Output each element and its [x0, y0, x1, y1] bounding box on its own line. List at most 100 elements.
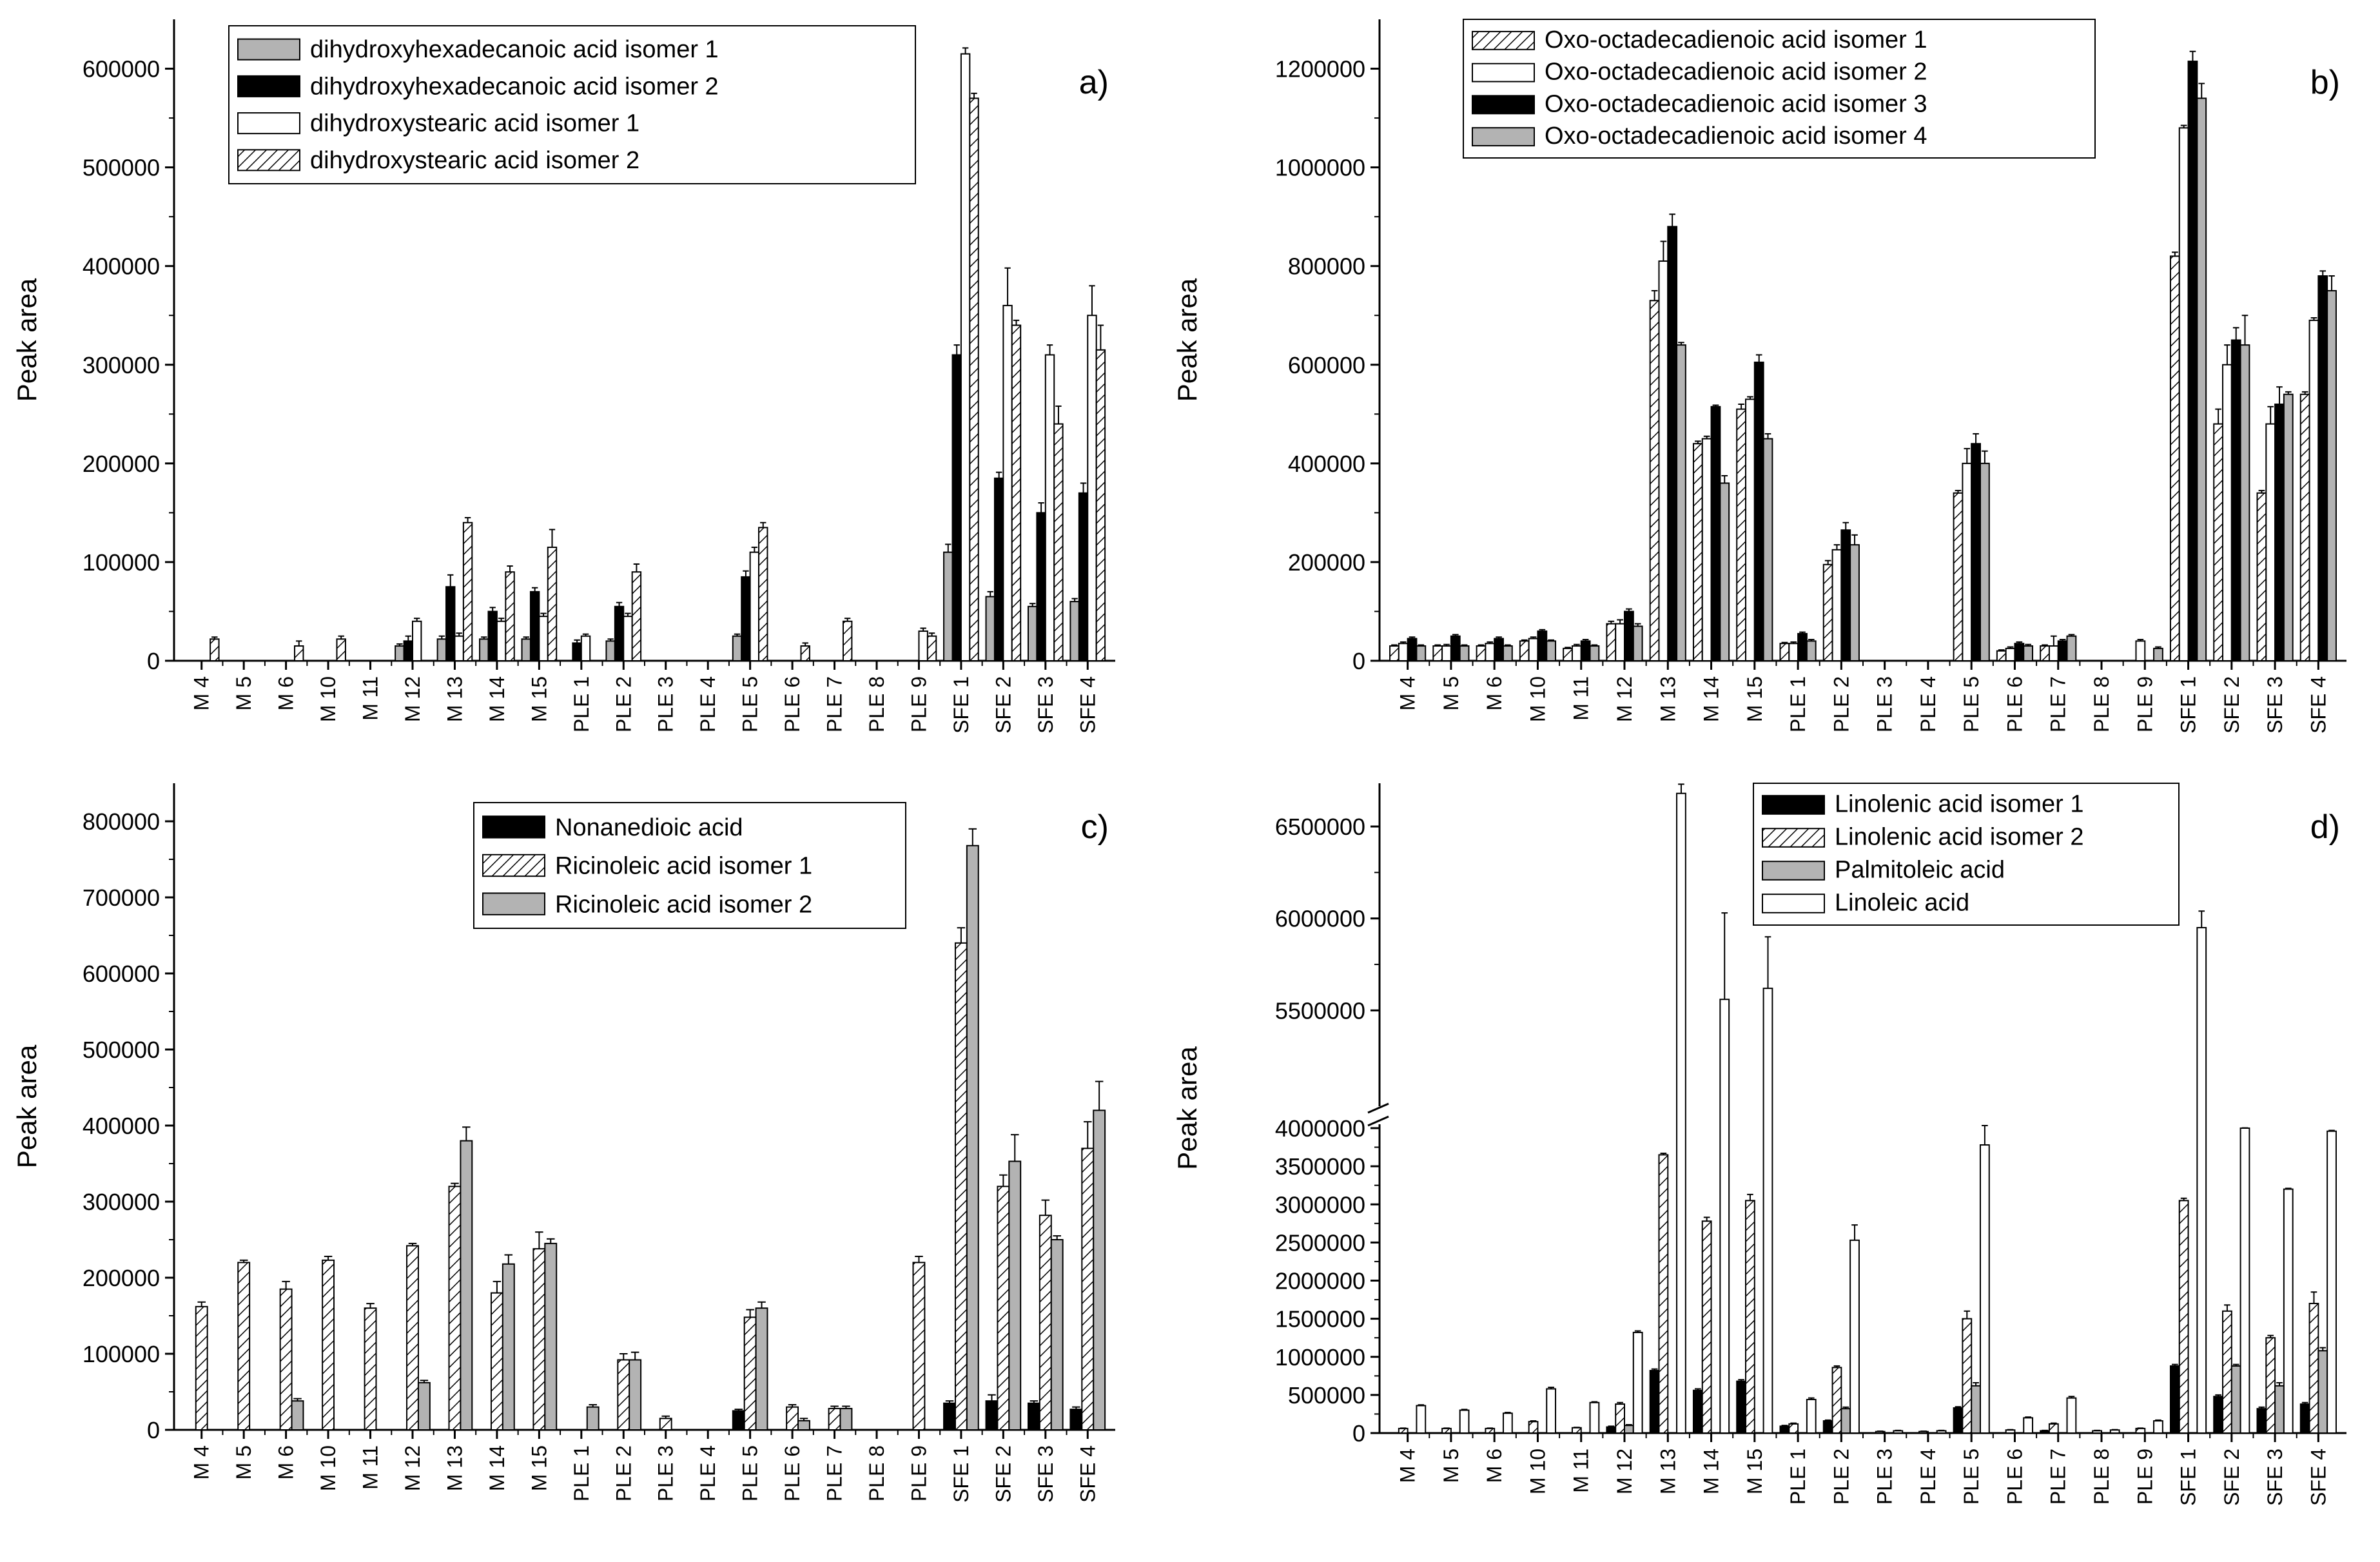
x-tick-label: SFE 2	[991, 1445, 1015, 1503]
bar-hatch	[1996, 650, 2007, 662]
bar-black	[1667, 226, 1678, 661]
bar-white	[2196, 926, 2207, 1434]
bar-gray	[2326, 289, 2337, 661]
bar-hatch	[505, 571, 515, 661]
legend-swatch	[482, 854, 545, 877]
bar-hatch	[2256, 492, 2267, 661]
legend-label: Linolenic acid isomer 2	[1835, 824, 2084, 851]
bar-white	[454, 635, 464, 662]
legend-box	[1463, 19, 2096, 159]
bar-white	[2239, 1128, 2250, 1434]
bar-hatch	[1432, 645, 1443, 661]
bar-hatch	[954, 942, 968, 1431]
bar-black	[2230, 339, 2241, 661]
bar-hatch	[1745, 1200, 1755, 1434]
x-tick-label: PLE 8	[2090, 1449, 2113, 1505]
y-tick-label: 400000	[83, 253, 160, 280]
bar-white	[1701, 438, 1712, 661]
legend-swatch	[1762, 795, 1825, 815]
bar-white	[1762, 988, 1773, 1434]
bar-white	[1002, 304, 1013, 661]
y-tick-label: 3000000	[1275, 1191, 1365, 1218]
bar-gray	[2230, 1365, 2241, 1434]
bar-black	[572, 642, 582, 662]
bar-gray	[605, 640, 616, 662]
bar-gray	[395, 645, 405, 661]
y-tick-label: 3500000	[1275, 1153, 1365, 1180]
bar-white	[2066, 1397, 2077, 1434]
bar-white	[960, 53, 971, 662]
axis-break-mark	[1367, 1102, 1389, 1114]
y-tick-label: 2000000	[1275, 1268, 1365, 1294]
bar-white	[412, 620, 422, 661]
bar-hatch	[1736, 408, 1747, 662]
x-tick-label: M 11	[359, 676, 382, 721]
axis-break-mark	[1367, 1115, 1389, 1127]
bar-white	[1546, 1388, 1557, 1434]
bar-black	[2317, 275, 2328, 661]
x-tick-label: M 4	[190, 1445, 213, 1479]
bar-hatch	[1701, 1220, 1712, 1434]
bar-gray	[1416, 645, 1427, 661]
x-tick-label: PLE 4	[1917, 676, 1940, 732]
bar-white	[1658, 260, 1669, 661]
bar-white	[1416, 1405, 1427, 1434]
bar-hatch	[2092, 1430, 2102, 1434]
bar-hatch	[462, 522, 473, 662]
x-tick-label: M 15	[527, 676, 551, 722]
legend-swatch	[237, 38, 300, 61]
bar-black	[943, 1402, 956, 1430]
bar-white	[1849, 1239, 1860, 1434]
x-tick-label: PLE 7	[2047, 1449, 2070, 1505]
bar-black	[1624, 610, 1634, 662]
y-tick-label: 2500000	[1275, 1229, 1365, 1256]
bar-hatch	[1053, 423, 1064, 661]
bar-black	[403, 640, 414, 662]
legend-swatch	[237, 112, 300, 135]
y-tick-label: 400000	[1288, 451, 1365, 477]
x-tick-label: M 5	[1439, 1449, 1463, 1483]
legend-label: dihydroxyhexadecanoic acid isomer 2	[310, 73, 719, 100]
x-tick-label: PLE 2	[1829, 676, 1853, 732]
y-tick-label: 200000	[83, 1265, 160, 1291]
bar-white	[538, 616, 549, 661]
legend-label: dihydroxystearic acid isomer 1	[310, 110, 639, 137]
bar-gray	[1008, 1160, 1022, 1430]
bar-white	[1485, 643, 1496, 662]
bar-gray	[1762, 438, 1773, 661]
legend-label: Oxo-octadecadienoic acid isomer 2	[1545, 59, 1927, 86]
bar-white	[749, 551, 760, 661]
bar-gray	[2239, 344, 2250, 662]
bar-gray	[544, 1242, 558, 1431]
bar-hatch	[1528, 1421, 1539, 1434]
bar-white	[1893, 1430, 1904, 1434]
bar-gray	[985, 596, 995, 661]
bar-white	[2178, 127, 2189, 661]
bar-black	[2040, 1430, 2050, 1434]
panel-label: c)	[1081, 808, 1109, 846]
x-tick-label: M 6	[1483, 1449, 1506, 1483]
bar-gray	[1719, 482, 1730, 661]
x-tick-label: M 11	[1570, 1449, 1593, 1493]
bar-hatch	[2178, 1200, 2189, 1434]
bar-white	[1528, 638, 1539, 661]
bar-hatch	[1692, 443, 1703, 661]
bar-gray	[2317, 1350, 2328, 1434]
bar-hatch	[2040, 645, 2050, 661]
x-tick-label: SFE 4	[1076, 676, 1099, 734]
bar-hatch	[2213, 423, 2224, 661]
bar-hatch	[1389, 645, 1400, 661]
legend-label: Palmitoleic acid	[1835, 857, 2005, 884]
x-tick-label: M 12	[1613, 676, 1636, 722]
y-axis-label: Peak area	[1172, 278, 1202, 402]
bar-hatch	[406, 1245, 419, 1430]
bar-hatch	[842, 620, 853, 661]
panel-label: d)	[2310, 808, 2340, 846]
bar-hatch	[1788, 1423, 1799, 1434]
bar-black	[2299, 1403, 2310, 1434]
y-tick-label: 600000	[83, 961, 160, 987]
bar-gray	[502, 1263, 515, 1430]
legend-swatch	[482, 892, 545, 915]
bar-gray	[436, 638, 447, 661]
legend-label: Oxo-octadecadienoic acid isomer 1	[1545, 26, 1927, 54]
